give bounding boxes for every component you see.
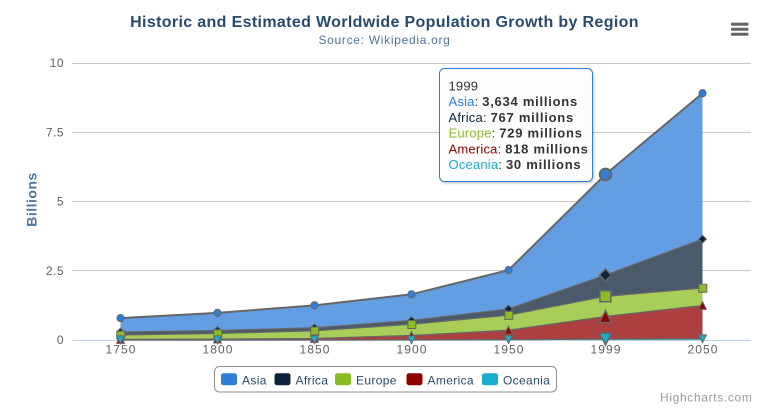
svg-text:1999: 1999: [449, 79, 479, 94]
svg-text:Billions: Billions: [24, 172, 40, 227]
svg-text:Asia: 3,634 millions: Asia: 3,634 millions: [449, 94, 578, 109]
svg-text:Africa: 767 millions: Africa: 767 millions: [449, 110, 574, 125]
svg-text:Europe: 729 millions: Europe: 729 millions: [449, 126, 583, 141]
svg-text:Europe: Europe: [356, 374, 397, 388]
svg-text:America: 818 millions: America: 818 millions: [449, 141, 589, 156]
svg-text:Source: Wikipedia.org: Source: Wikipedia.org: [318, 33, 450, 47]
svg-text:Oceania: 30 millions: Oceania: 30 millions: [449, 157, 582, 172]
svg-text:Africa: Africa: [296, 374, 329, 388]
svg-text:7.5: 7.5: [46, 125, 64, 139]
svg-text:10: 10: [50, 56, 64, 70]
svg-text:1950: 1950: [493, 343, 524, 357]
svg-text:1800: 1800: [202, 343, 233, 357]
svg-text:5: 5: [57, 195, 64, 209]
svg-text:0: 0: [57, 333, 64, 347]
svg-text:2.5: 2.5: [46, 264, 64, 278]
svg-text:2050: 2050: [687, 343, 718, 357]
svg-text:America: America: [428, 374, 474, 388]
svg-text:1850: 1850: [299, 343, 330, 357]
svg-text:Highcharts.com: Highcharts.com: [660, 391, 752, 405]
svg-text:1900: 1900: [396, 343, 427, 357]
svg-text:Oceania: Oceania: [503, 374, 550, 388]
svg-text:Historic and Estimated Worldwi: Historic and Estimated Worldwide Populat…: [130, 14, 639, 31]
svg-text:1750: 1750: [105, 343, 136, 357]
svg-text:1999: 1999: [590, 343, 621, 357]
svg-text:Asia: Asia: [242, 374, 267, 388]
